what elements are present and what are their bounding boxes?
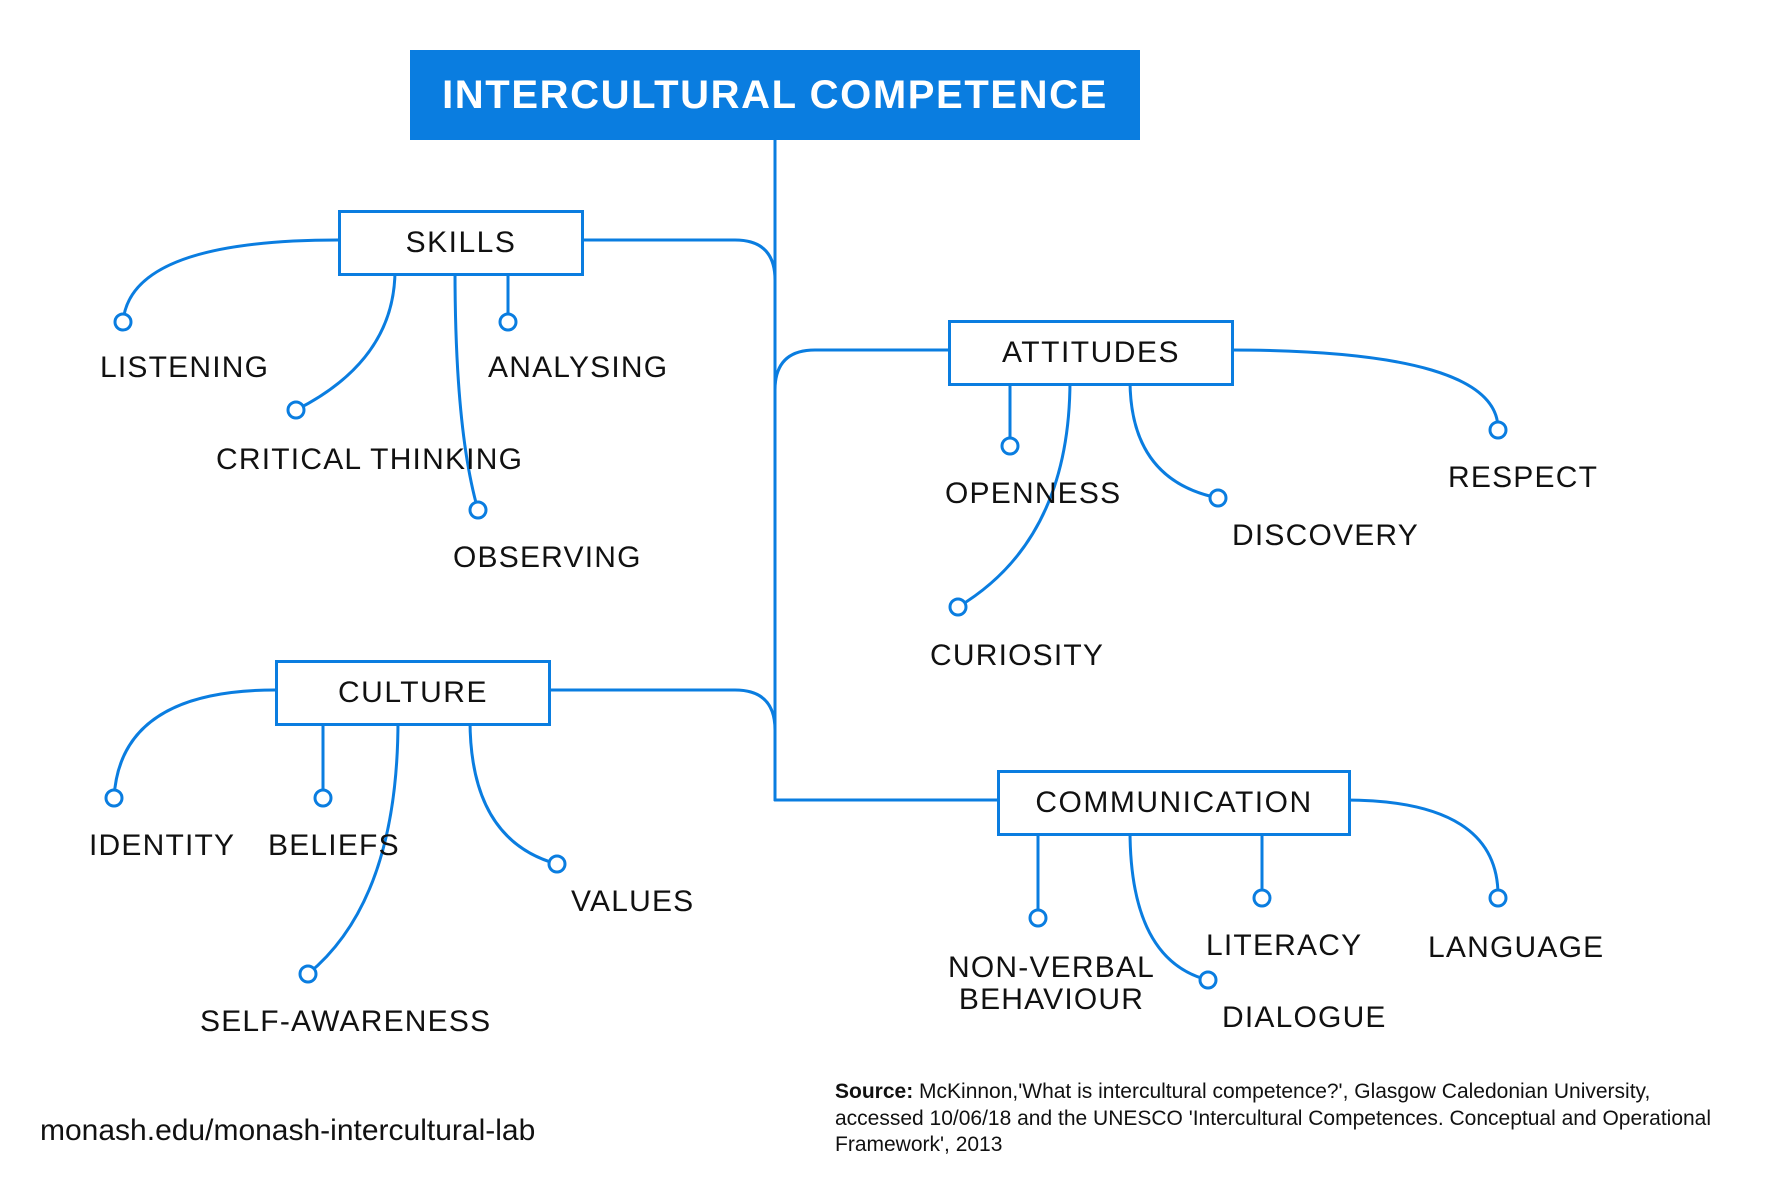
footer-url: monash.edu/monash-intercultural-lab bbox=[40, 1114, 535, 1148]
leaf-analysing: ANALYSING bbox=[488, 352, 668, 384]
leaf-observing: OBSERVING bbox=[453, 542, 642, 574]
leaf-listening: LISTENING bbox=[100, 352, 269, 384]
leaf-literacy: LITERACY bbox=[1206, 930, 1362, 962]
category-communication: COMMUNICATION bbox=[997, 770, 1351, 836]
leaf-critical-thinking: CRITICAL THINKING bbox=[216, 444, 523, 476]
leaf-non-verbal: NON-VERBAL BEHAVIOUR bbox=[948, 952, 1155, 1015]
diagram-title-text: INTERCULTURAL COMPETENCE bbox=[442, 73, 1108, 118]
leaf-language: LANGUAGE bbox=[1428, 932, 1604, 964]
diagram-title: INTERCULTURAL COMPETENCE bbox=[410, 50, 1140, 140]
leaf-discovery: DISCOVERY bbox=[1232, 520, 1419, 552]
leaf-dialogue: DIALOGUE bbox=[1222, 1002, 1387, 1034]
leaf-beliefs: BELIEFS bbox=[268, 830, 400, 862]
category-attitudes: ATTITUDES bbox=[948, 320, 1234, 386]
category-skills: SKILLS bbox=[338, 210, 584, 276]
leaf-openness: OPENNESS bbox=[945, 478, 1121, 510]
leaf-curiosity: CURIOSITY bbox=[930, 640, 1104, 672]
leaf-identity: IDENTITY bbox=[89, 830, 235, 862]
leaf-self-awareness: SELF-AWARENESS bbox=[200, 1006, 491, 1038]
diagram-canvas: INTERCULTURAL COMPETENCE SKILLS LISTENING… bbox=[0, 0, 1773, 1182]
footer-source-label: Source: bbox=[835, 1080, 913, 1103]
leaf-respect: RESPECT bbox=[1448, 462, 1598, 494]
footer-source: Source: McKinnon,'What is intercultural … bbox=[835, 1079, 1735, 1158]
leaf-values: VALUES bbox=[571, 886, 694, 918]
footer-source-text: McKinnon,'What is intercultural competen… bbox=[835, 1080, 1711, 1156]
category-culture: CULTURE bbox=[275, 660, 551, 726]
